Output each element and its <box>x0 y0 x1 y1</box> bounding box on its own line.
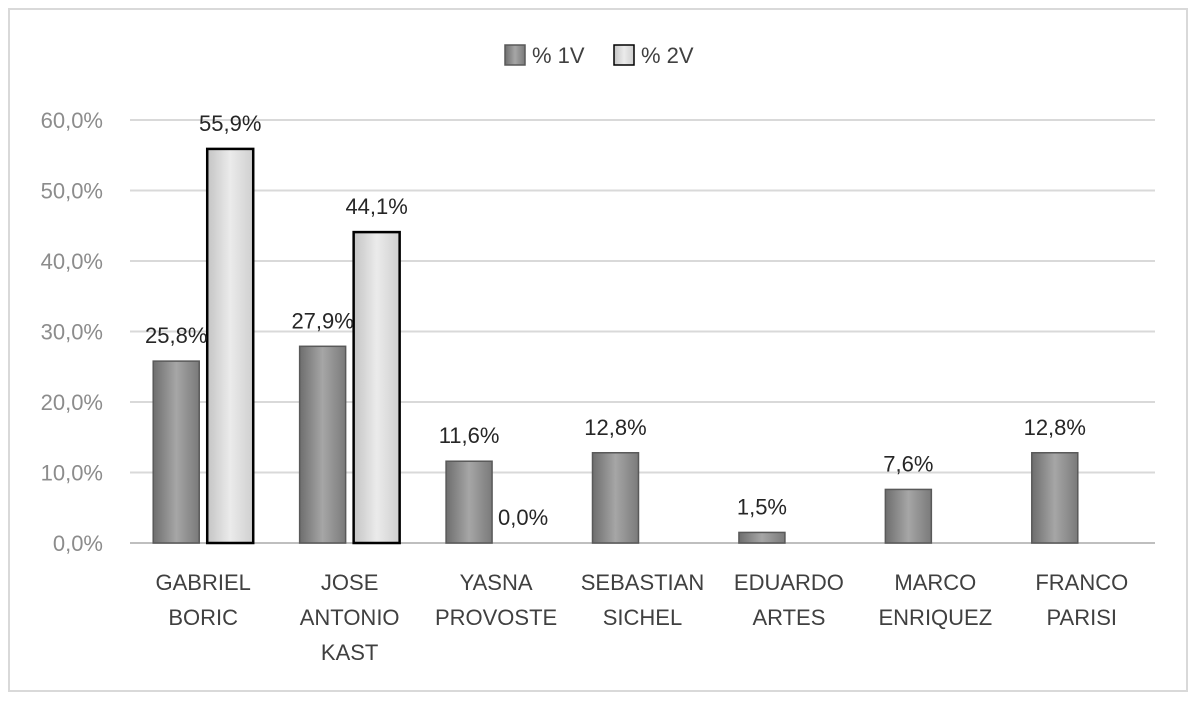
y-tick-label: 0,0% <box>53 531 103 556</box>
data-label: 7,6% <box>883 451 933 476</box>
bar-second-round <box>352 230 401 545</box>
x-axis-categories: GABRIEL BORIC JOSE ANTONIO KAST YASNA PROVOSTE… <box>156 570 1129 665</box>
category-label: YASNA PROVOSTE <box>435 570 557 630</box>
bar-first-round <box>884 488 933 544</box>
data-labels: 25,8% 55,9% 27,9% 44,1% 11,6% 0,0% 12,8% 1,5% 7,… <box>145 111 1086 530</box>
y-tick-label: 60,0% <box>41 108 103 133</box>
legend-label: % 2V <box>641 43 694 68</box>
data-label: 44,1% <box>345 194 407 219</box>
data-label: 1,5% <box>737 494 787 519</box>
bar-first-round <box>298 345 347 544</box>
legend: % 1V % 2V <box>504 43 694 68</box>
bars <box>152 147 1079 545</box>
bar-first-round <box>152 360 200 544</box>
bar-first-round <box>591 452 640 544</box>
y-tick-label: 40,0% <box>41 249 103 274</box>
category-label: FRANCO PARISI <box>1035 570 1128 630</box>
legend-swatch <box>504 44 526 66</box>
data-label: 11,6% <box>439 423 500 448</box>
data-label: 0,0% <box>498 505 548 530</box>
data-label: 12,8% <box>1024 415 1086 440</box>
y-tick-label: 30,0% <box>41 320 103 345</box>
category-label: GABRIEL BORIC <box>156 570 251 630</box>
y-tick-label: 10,0% <box>41 461 103 486</box>
data-label: 25,8% <box>145 323 207 348</box>
bar-first-round <box>1031 452 1079 544</box>
category-label: JOSE ANTONIO KAST <box>300 570 400 665</box>
data-label: 27,9% <box>291 308 353 333</box>
data-label: 12,8% <box>584 415 646 440</box>
legend-swatch <box>613 44 635 66</box>
y-tick-label: 50,0% <box>41 179 103 204</box>
gridlines <box>130 119 1155 544</box>
data-label: 55,9% <box>199 111 261 136</box>
bar-first-round <box>445 460 493 544</box>
category-label: SEBASTIAN SICHEL <box>581 570 704 630</box>
bar-first-round <box>738 531 786 544</box>
bar-second-round <box>205 147 255 545</box>
y-tick-label: 20,0% <box>41 390 103 415</box>
chart-frame <box>8 8 1188 692</box>
category-label: EDUARDO ARTES <box>734 570 844 630</box>
legend-label: % 1V <box>532 43 585 68</box>
y-axis-ticks: 0,0% 10,0% 20,0% 30,0% 40,0% 50,0% 60,0% <box>41 108 103 556</box>
category-label: MARCO ENRIQUEZ <box>879 570 993 630</box>
